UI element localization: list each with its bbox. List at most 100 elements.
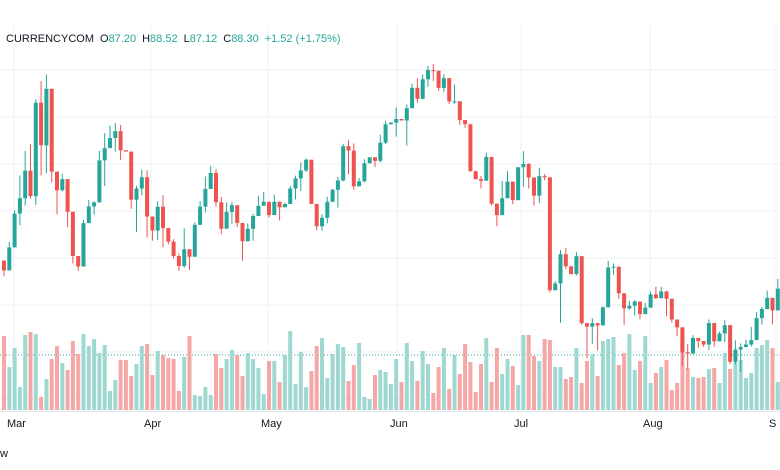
candle-body xyxy=(616,266,621,294)
volume-bar xyxy=(272,361,277,410)
candle-body xyxy=(229,205,234,212)
volume-bar xyxy=(17,387,22,410)
volume-bar xyxy=(759,345,764,410)
volume-bar xyxy=(606,339,611,410)
volume-bar xyxy=(728,369,733,410)
volume-bar xyxy=(388,384,393,410)
volume-bar xyxy=(235,355,240,410)
candle-body xyxy=(770,297,775,311)
candle-body xyxy=(224,211,229,229)
volume-bar xyxy=(123,360,128,410)
candle-body xyxy=(569,266,574,275)
x-axis: Mar Apr May Jun Jul Aug S xyxy=(7,418,776,430)
volume-bar xyxy=(410,361,415,410)
volume-bar xyxy=(92,339,97,410)
volume-bar xyxy=(7,367,12,410)
candle-body xyxy=(547,177,552,291)
candle-body xyxy=(214,172,218,203)
candle-body xyxy=(457,101,462,121)
candle-body xyxy=(314,203,319,227)
candle-body xyxy=(346,146,351,151)
volume-bar xyxy=(320,338,324,410)
volume-bar xyxy=(314,346,319,410)
candle-body xyxy=(102,148,107,161)
candle-body xyxy=(251,215,256,229)
volume-bar xyxy=(362,397,367,410)
footer-text: w xyxy=(0,448,8,460)
candle-body xyxy=(675,319,680,328)
volume-bar xyxy=(150,375,155,410)
candle-body xyxy=(648,294,653,308)
candle-body xyxy=(717,333,722,342)
volume-bar xyxy=(468,362,473,410)
candle-body xyxy=(510,181,515,201)
volume-bar xyxy=(86,346,91,410)
volume-bar xyxy=(691,377,695,410)
volume-bar xyxy=(622,353,627,410)
candle-body xyxy=(65,179,70,212)
candle-body xyxy=(728,325,733,362)
candle-body xyxy=(309,159,314,204)
candle-body xyxy=(76,255,81,267)
candle-body xyxy=(420,79,425,99)
volume-bar xyxy=(76,354,81,410)
volume-bars xyxy=(2,331,780,410)
x-tick-label: Aug xyxy=(643,418,663,430)
candle-body xyxy=(441,78,446,88)
candle-body xyxy=(245,228,250,242)
volume-bar xyxy=(436,367,441,410)
candle-body xyxy=(468,124,473,172)
volume-bar xyxy=(378,370,383,410)
candle-body xyxy=(357,181,362,187)
candle-body xyxy=(622,293,627,309)
candle-body xyxy=(208,172,213,189)
candle-body xyxy=(505,181,510,199)
candle-body xyxy=(86,206,91,224)
volume-bar xyxy=(500,374,505,410)
candle-body xyxy=(341,146,346,181)
volume-bar xyxy=(288,331,293,410)
volume-bar xyxy=(521,335,526,410)
volume-bar xyxy=(722,353,727,410)
candle-body xyxy=(198,206,203,225)
candle-body xyxy=(463,120,468,125)
candle-body xyxy=(553,283,558,291)
candle-body xyxy=(590,323,595,327)
candle-body xyxy=(219,202,224,229)
volume-bar xyxy=(214,354,218,410)
candle-body xyxy=(235,205,240,223)
candle-body xyxy=(145,177,150,217)
candle-body xyxy=(595,323,600,326)
volume-bar xyxy=(494,348,499,410)
volume-bar xyxy=(129,376,134,410)
volume-bar xyxy=(685,368,690,410)
volume-bar xyxy=(373,375,377,410)
candle-body xyxy=(261,201,266,206)
candle-body xyxy=(410,87,415,109)
volume-bar xyxy=(341,347,346,410)
candle-body xyxy=(585,323,589,327)
candle-body xyxy=(388,122,393,125)
volume-bar xyxy=(23,335,28,410)
candle-body xyxy=(2,260,6,271)
volume-bar xyxy=(325,378,330,410)
candle-body xyxy=(256,205,261,216)
volume-bar xyxy=(70,341,75,410)
candle-body xyxy=(298,170,303,179)
volume-bar xyxy=(192,395,197,410)
volume-bar xyxy=(60,363,65,410)
volume-bar xyxy=(463,344,468,410)
volume-bar xyxy=(171,359,176,410)
candle-body xyxy=(23,170,28,199)
candle-body xyxy=(722,325,727,334)
candle-body xyxy=(55,171,59,191)
volume-bar xyxy=(367,399,372,410)
candle-body xyxy=(92,202,97,207)
candle-body xyxy=(176,255,181,266)
volume-bar xyxy=(415,381,420,410)
candle-body xyxy=(155,206,160,231)
volume-bar xyxy=(479,364,483,410)
candle-body xyxy=(759,309,764,319)
candle-body xyxy=(574,256,579,275)
